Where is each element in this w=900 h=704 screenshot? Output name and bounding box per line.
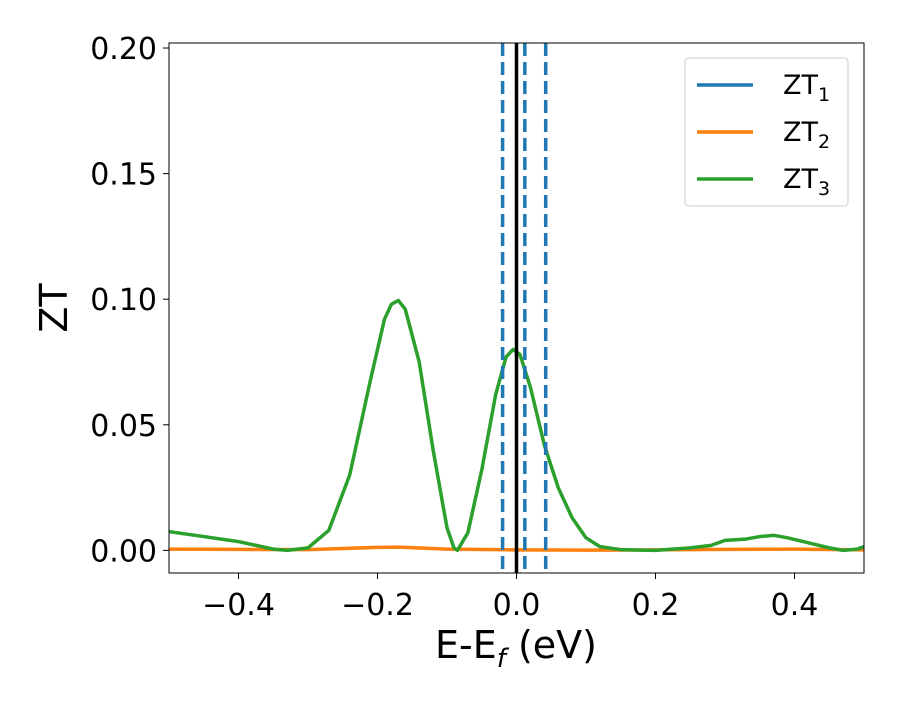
x-tick-label: −0.2	[341, 588, 414, 623]
x-tick-label: 0.4	[771, 588, 819, 623]
y-axis-label: ZT	[32, 283, 76, 333]
x-axis: −0.4 −0.2 0.0 0.2 0.4	[202, 573, 818, 623]
y-tick-label: 0.20	[90, 32, 157, 67]
legend: ZT1 ZT2 ZT3	[684, 57, 849, 207]
legend-label-3: ZT3	[783, 164, 830, 200]
y-tick-label: 0.15	[90, 158, 157, 193]
y-tick-label: 0.10	[90, 283, 157, 318]
x-axis-label: E-Ef (eV)	[435, 623, 597, 674]
x-tick-label: 0.2	[632, 588, 680, 623]
y-tick-label: 0.00	[90, 534, 157, 569]
legend-box	[684, 57, 849, 207]
y-axis: 0.00 0.05 0.10 0.15 0.20	[90, 32, 169, 569]
legend-label-2: ZT2	[783, 117, 830, 153]
series-line-3	[169, 298, 864, 553]
legend-label-1: ZT1	[783, 70, 830, 106]
x-tick-label: 0.0	[493, 588, 541, 623]
y-tick-label: 0.05	[90, 409, 157, 444]
x-tick-label: −0.4	[202, 588, 275, 623]
